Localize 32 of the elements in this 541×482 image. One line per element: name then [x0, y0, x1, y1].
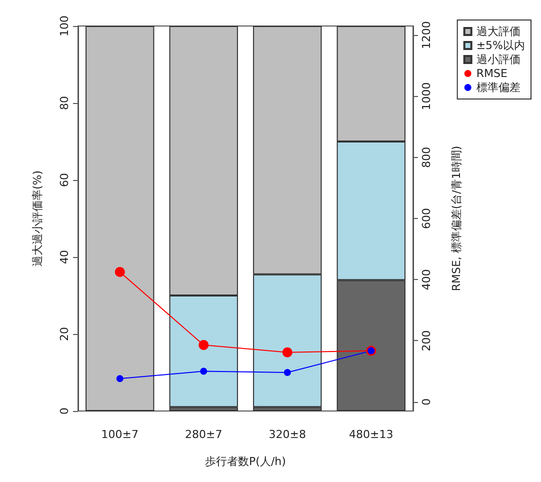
y-tick-label: 60 — [58, 173, 71, 187]
y2-tick-label: 1200 — [420, 21, 433, 50]
y-tick-label: 20 — [58, 327, 71, 341]
x-tick-label: 480±13 — [349, 428, 394, 441]
point — [198, 340, 209, 350]
y-axis-title: 過大過小評価率(%) — [31, 170, 44, 267]
point — [116, 375, 124, 382]
y-tick-label: 80 — [58, 96, 71, 110]
y-tick-label: 40 — [58, 250, 71, 264]
point — [282, 347, 292, 358]
y2-axis-title: RMSE, 標準偏差(台/青1時間) — [450, 146, 463, 292]
bar — [86, 26, 154, 411]
x-tick-label: 280±7 — [185, 428, 222, 441]
legend-label: 過大評価 — [476, 25, 520, 38]
legend-label: ±5%以内 — [476, 39, 526, 52]
x-tick-label: 100±7 — [101, 428, 138, 441]
point — [284, 369, 291, 376]
y-tick-label: 0 — [58, 408, 71, 414]
point — [200, 368, 208, 375]
y-tick-label: 100 — [58, 16, 71, 36]
y2-tick-label: 600 — [420, 208, 433, 229]
x-tick-label: 320±8 — [268, 428, 306, 441]
y2-tick-label: 400 — [420, 269, 433, 290]
x-axis-title: 歩行者数P(人/h) — [205, 455, 286, 468]
y2-tick-label: 0 — [420, 398, 433, 406]
point — [114, 266, 125, 277]
legend-label: RMSE — [476, 67, 508, 80]
legend-label: 標準偏差 — [476, 81, 520, 94]
y2-tick-label: 800 — [420, 146, 433, 168]
legend-label: 過小評価 — [476, 53, 520, 66]
y2-tick-label: 1000 — [420, 82, 433, 110]
y2-tick-label: 200 — [420, 330, 433, 352]
